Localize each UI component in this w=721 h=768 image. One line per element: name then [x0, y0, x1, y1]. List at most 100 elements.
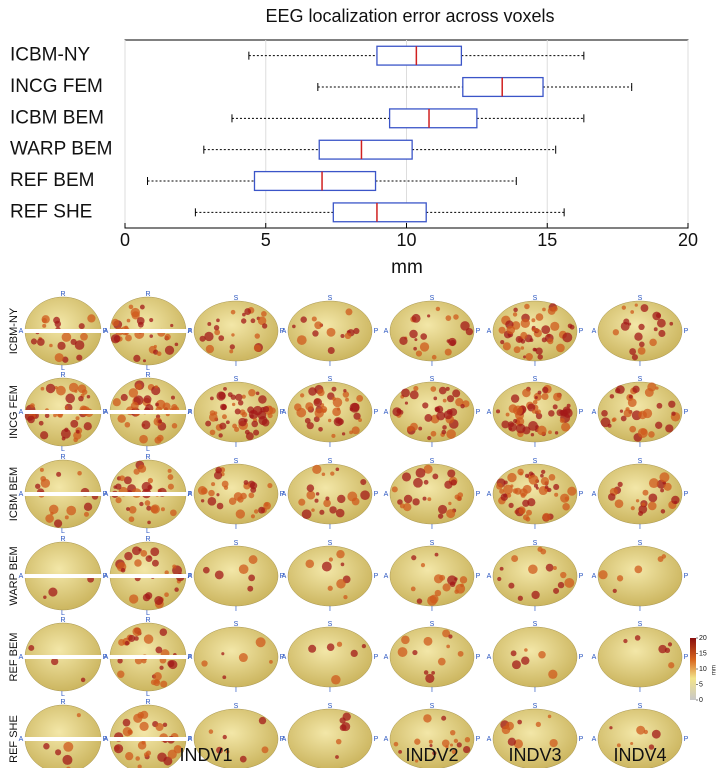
activation-spot	[44, 413, 50, 419]
activation-spot	[397, 499, 403, 505]
activation-spot	[60, 428, 71, 439]
activation-spot	[541, 393, 549, 401]
activation-spot	[505, 412, 510, 417]
activation-spot	[525, 352, 533, 361]
activation-spot	[414, 738, 421, 745]
activation-spot	[77, 470, 82, 476]
activation-spot	[255, 637, 266, 648]
orientation-label: A	[384, 491, 389, 498]
activation-spot	[167, 468, 172, 473]
activation-spot	[427, 436, 432, 441]
activation-spot	[328, 557, 333, 562]
activation-spot	[213, 325, 220, 331]
activation-spot	[234, 408, 241, 415]
colorbar-tick-label: 20	[699, 635, 707, 642]
orientation-label: I	[431, 524, 433, 531]
activation-spot	[638, 410, 647, 420]
orientation-label: S	[328, 540, 333, 547]
hemisphere-gap	[108, 574, 188, 578]
activation-spot	[258, 716, 267, 725]
orientation-label: P	[103, 328, 108, 335]
activation-spot	[305, 559, 315, 569]
activation-spot	[164, 345, 175, 355]
activation-spot	[54, 353, 64, 363]
orientation-label: S	[430, 621, 435, 628]
activation-spot	[136, 317, 145, 325]
activation-spot	[40, 431, 49, 440]
activation-spot	[528, 474, 539, 485]
activation-spot	[199, 335, 206, 342]
activation-spot	[533, 348, 538, 352]
activation-spot	[134, 636, 139, 641]
orientation-label: R	[60, 291, 65, 298]
orientation-label: A	[188, 328, 193, 335]
activation-spot	[36, 338, 45, 346]
activation-spot	[545, 563, 554, 572]
activation-spot	[255, 391, 260, 396]
activation-spot	[63, 741, 74, 752]
activation-spot	[311, 316, 317, 322]
activation-spot	[420, 563, 426, 568]
activation-spot	[432, 750, 437, 756]
activation-spot	[147, 484, 153, 490]
orientation-label: I	[431, 687, 433, 694]
activation-spot	[201, 660, 208, 667]
activation-spot	[455, 398, 464, 407]
activation-spot	[331, 386, 337, 392]
activation-spot	[628, 394, 633, 399]
activation-spot	[356, 394, 364, 402]
activation-spot	[531, 318, 536, 323]
activation-spot	[117, 414, 126, 423]
orientation-label: P	[103, 654, 108, 661]
orientation-label: A	[384, 573, 389, 580]
activation-spot	[336, 549, 345, 559]
activation-spot	[510, 650, 517, 657]
activation-spot	[411, 555, 417, 561]
orientation-label: A	[487, 328, 492, 335]
activation-spot	[164, 570, 169, 575]
activation-spot	[149, 317, 154, 323]
activation-spot	[513, 307, 518, 313]
activation-spot	[641, 502, 646, 507]
brain-surface	[389, 300, 475, 362]
activation-spot	[551, 305, 558, 312]
activation-spot	[635, 499, 640, 503]
activation-spot	[250, 318, 256, 324]
activation-spot	[40, 386, 45, 391]
brain-surface	[492, 626, 578, 688]
orientation-label: I	[639, 687, 641, 694]
activation-spot	[527, 403, 536, 412]
orientation-label: I	[534, 606, 536, 613]
box	[253, 170, 377, 192]
orientation-label: A	[19, 736, 24, 743]
activation-spot	[350, 649, 358, 658]
orientation-label: S	[533, 458, 538, 465]
activation-spot	[422, 496, 427, 501]
activation-spot	[617, 481, 623, 487]
orientation-label: S	[234, 621, 239, 628]
activation-spot	[70, 338, 77, 345]
orientation-label: I	[534, 442, 536, 449]
activation-spot	[155, 722, 164, 732]
orientation-label: P	[374, 491, 379, 498]
activation-spot	[612, 417, 617, 422]
activation-spot	[327, 346, 335, 354]
activation-spot	[632, 385, 640, 393]
activation-spot	[345, 397, 349, 402]
activation-spot	[453, 314, 459, 320]
brain-surface	[287, 708, 373, 768]
activation-spot	[436, 411, 446, 421]
activation-spot	[306, 422, 314, 430]
row-label: ICBM-NY	[8, 307, 20, 354]
activation-spot	[524, 648, 528, 652]
activation-spot	[401, 388, 410, 398]
activation-spot	[143, 395, 152, 404]
activation-spot	[441, 429, 447, 435]
activation-spot	[264, 502, 269, 507]
orientation-label: P	[684, 654, 689, 661]
activation-spot	[49, 343, 53, 348]
activation-spot	[83, 422, 92, 431]
